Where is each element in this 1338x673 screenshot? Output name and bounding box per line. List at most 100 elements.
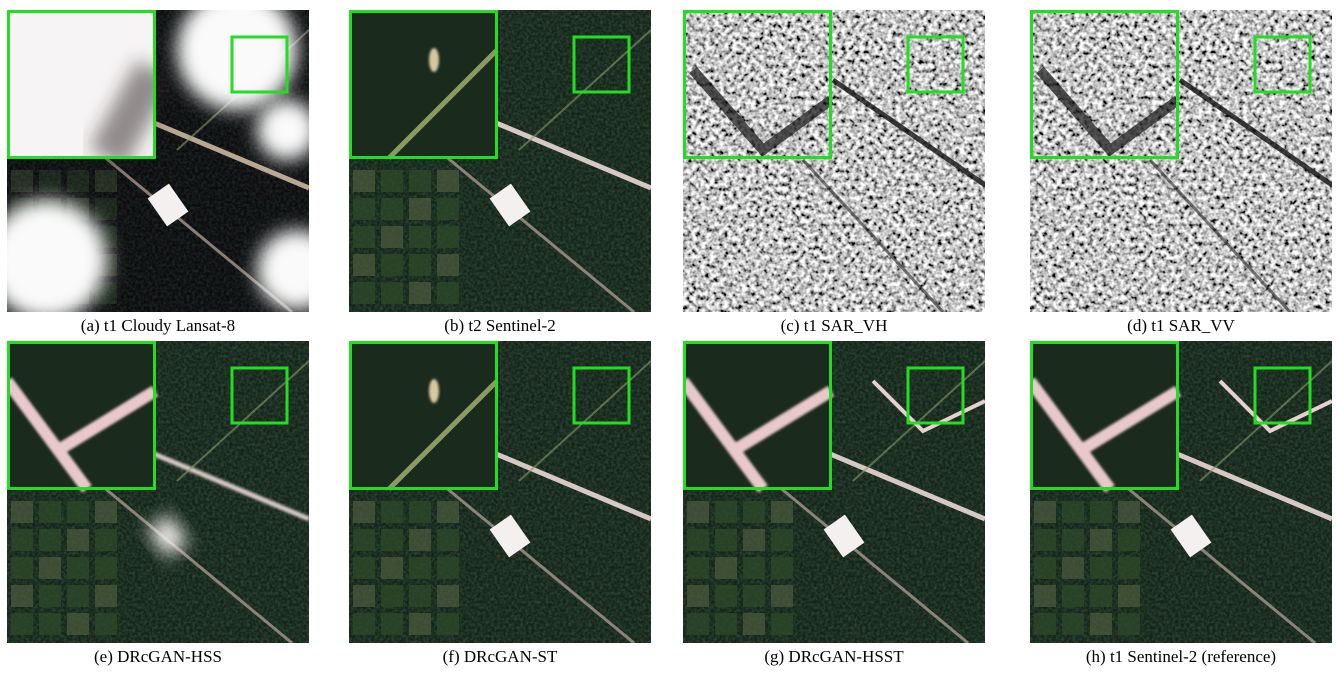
plot xyxy=(1062,529,1084,551)
plot xyxy=(353,254,375,276)
plot xyxy=(1034,501,1056,523)
plot xyxy=(715,613,737,635)
image-panel: (g) DRcGAN-HSST xyxy=(683,341,985,666)
plot xyxy=(353,170,375,192)
plot xyxy=(1090,557,1112,579)
zoom-inset xyxy=(683,341,831,489)
plot xyxy=(11,557,33,579)
plot xyxy=(743,529,765,551)
image-panel: (c) t1 SAR_VH xyxy=(683,10,985,335)
plot xyxy=(715,501,737,523)
zoom-inset xyxy=(1030,341,1178,489)
image-panel: (b) t2 Sentinel-2 xyxy=(349,10,651,335)
plot xyxy=(381,501,403,523)
plot xyxy=(1090,501,1112,523)
plot xyxy=(687,501,709,523)
inset-object xyxy=(429,48,439,72)
plot xyxy=(95,198,117,220)
plot xyxy=(67,613,89,635)
plot xyxy=(409,226,431,248)
plot xyxy=(409,198,431,220)
plot xyxy=(743,557,765,579)
plot xyxy=(39,585,61,607)
plot xyxy=(409,585,431,607)
zoom-inset xyxy=(1030,10,1178,158)
plot xyxy=(437,254,459,276)
plot xyxy=(687,557,709,579)
inset-bg xyxy=(349,341,497,489)
plot xyxy=(437,282,459,304)
plot xyxy=(1062,585,1084,607)
plot xyxy=(409,501,431,523)
cloud xyxy=(257,100,317,160)
plot xyxy=(437,613,459,635)
plot xyxy=(437,198,459,220)
plot xyxy=(1118,613,1140,635)
plot xyxy=(409,529,431,551)
plot xyxy=(1062,557,1084,579)
plot xyxy=(715,557,737,579)
plot xyxy=(1118,501,1140,523)
plot xyxy=(437,557,459,579)
plot xyxy=(437,170,459,192)
zoom-inset xyxy=(349,341,497,489)
caption: (f) DRcGAN-ST xyxy=(443,647,558,666)
plot xyxy=(95,170,117,192)
caption: (a) t1 Cloudy Lansat-8 xyxy=(81,316,235,335)
caption: (c) t1 SAR_VH xyxy=(781,316,888,335)
plot xyxy=(39,170,61,192)
plot xyxy=(67,585,89,607)
inset-object xyxy=(429,379,439,403)
image-panel: (f) DRcGAN-ST xyxy=(349,341,651,666)
plot xyxy=(743,613,765,635)
plot xyxy=(743,501,765,523)
plot xyxy=(771,557,793,579)
plot xyxy=(1090,529,1112,551)
image-panel: (a) t1 Cloudy Lansat-8 xyxy=(0,0,337,335)
plot xyxy=(437,501,459,523)
plot xyxy=(687,529,709,551)
plot xyxy=(381,557,403,579)
plot xyxy=(1034,529,1056,551)
plot xyxy=(381,585,403,607)
plot xyxy=(39,501,61,523)
plot xyxy=(95,613,117,635)
plot xyxy=(39,613,61,635)
plot xyxy=(409,170,431,192)
plot xyxy=(1062,613,1084,635)
caption: (e) DRcGAN-HSS xyxy=(94,647,222,666)
plot xyxy=(437,529,459,551)
plot xyxy=(715,585,737,607)
plot xyxy=(11,585,33,607)
plot xyxy=(39,529,61,551)
plot xyxy=(353,501,375,523)
plot xyxy=(353,282,375,304)
plot xyxy=(1118,557,1140,579)
plot xyxy=(771,613,793,635)
plot xyxy=(409,557,431,579)
plot xyxy=(381,226,403,248)
caption: (d) t1 SAR_VV xyxy=(1127,316,1235,335)
plot xyxy=(381,254,403,276)
plot xyxy=(353,557,375,579)
plot xyxy=(771,529,793,551)
plot xyxy=(381,529,403,551)
zoom-inset xyxy=(683,10,831,158)
plot xyxy=(743,585,765,607)
plot xyxy=(687,613,709,635)
plot xyxy=(95,557,117,579)
caption: (h) t1 Sentinel-2 (reference) xyxy=(1086,647,1276,666)
plot xyxy=(67,529,89,551)
plot xyxy=(353,198,375,220)
plot xyxy=(95,529,117,551)
plot xyxy=(11,501,33,523)
plot xyxy=(1034,557,1056,579)
plot xyxy=(715,529,737,551)
plot xyxy=(1118,529,1140,551)
plot xyxy=(11,529,33,551)
plot xyxy=(39,557,61,579)
inset-bg xyxy=(349,10,497,158)
plot xyxy=(353,585,375,607)
plot xyxy=(67,501,89,523)
plot xyxy=(67,557,89,579)
